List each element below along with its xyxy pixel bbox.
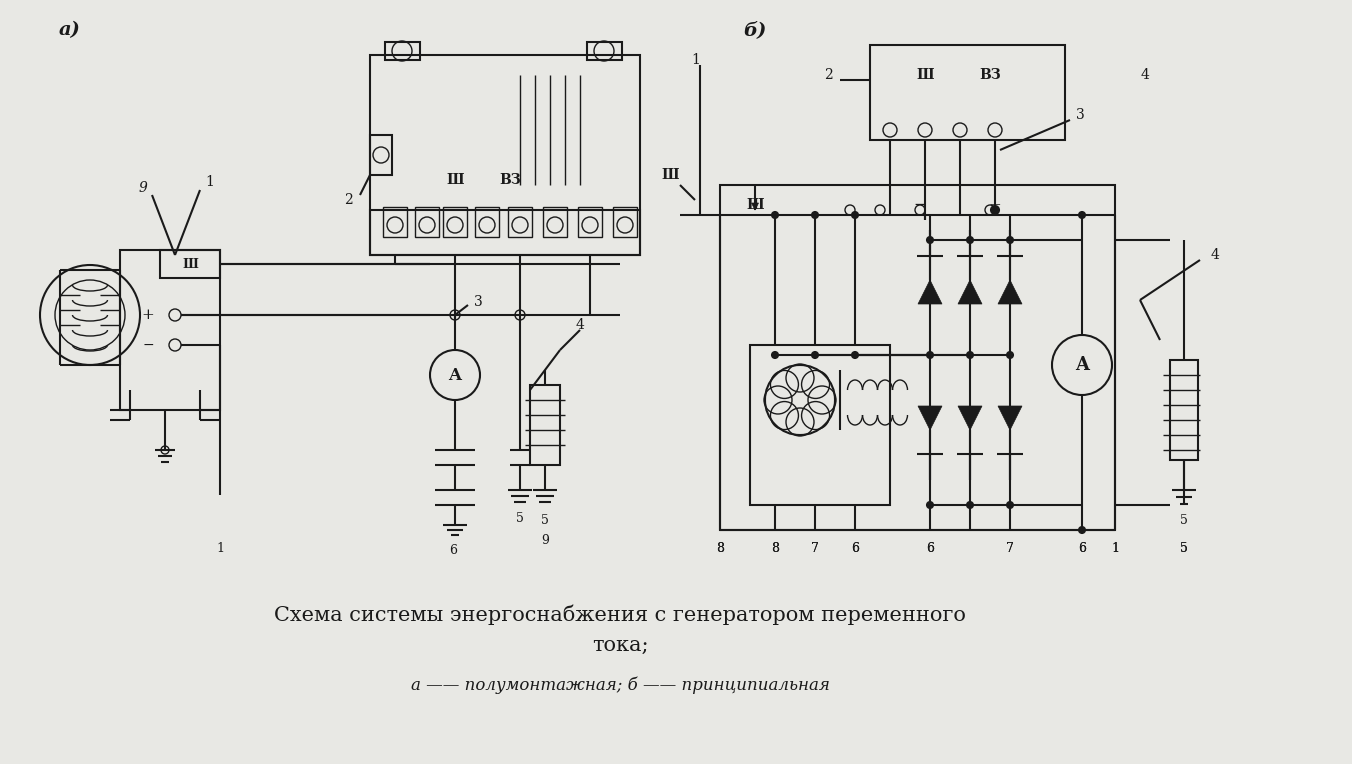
Text: 6: 6 <box>850 542 859 555</box>
Text: 6: 6 <box>850 542 859 555</box>
Polygon shape <box>752 203 758 210</box>
Polygon shape <box>959 280 982 304</box>
Bar <box>370 210 639 255</box>
Text: 6: 6 <box>1078 542 1086 555</box>
Text: 5: 5 <box>1180 542 1188 555</box>
Text: ВЗ: ВЗ <box>499 173 521 187</box>
Polygon shape <box>998 406 1022 430</box>
Text: 3: 3 <box>473 295 483 309</box>
Bar <box>530 385 560 465</box>
Bar <box>370 135 392 175</box>
Bar <box>383 207 407 237</box>
Text: 7: 7 <box>1006 542 1014 555</box>
Text: 7: 7 <box>811 542 819 555</box>
Text: 1: 1 <box>1111 542 1119 555</box>
Polygon shape <box>959 406 982 430</box>
Text: A: A <box>449 367 461 384</box>
Text: Ш: Ш <box>746 198 764 212</box>
Bar <box>508 207 531 237</box>
Text: 9: 9 <box>541 533 549 546</box>
Circle shape <box>1079 527 1086 533</box>
Bar <box>612 207 637 237</box>
Circle shape <box>1007 352 1013 358</box>
Circle shape <box>852 352 859 358</box>
Text: 1: 1 <box>1111 542 1119 555</box>
Text: +: + <box>988 198 1002 212</box>
Bar <box>475 207 499 237</box>
Text: 6: 6 <box>449 543 457 556</box>
Text: 6: 6 <box>926 542 934 555</box>
Text: 6: 6 <box>1078 542 1086 555</box>
Circle shape <box>967 237 973 243</box>
Polygon shape <box>918 406 942 430</box>
Text: 7: 7 <box>811 542 819 555</box>
Circle shape <box>772 212 777 218</box>
Text: 8: 8 <box>717 542 725 555</box>
Bar <box>370 55 639 255</box>
Bar <box>1169 360 1198 460</box>
Text: 8: 8 <box>771 542 779 555</box>
Text: 1: 1 <box>216 542 224 555</box>
Text: 4: 4 <box>1141 68 1149 82</box>
Text: 4: 4 <box>1210 248 1220 262</box>
Circle shape <box>927 237 933 243</box>
Circle shape <box>927 502 933 508</box>
Circle shape <box>927 352 933 358</box>
Text: а): а) <box>59 21 81 39</box>
Circle shape <box>991 206 999 214</box>
Text: б): б) <box>744 21 767 39</box>
Text: а —— полумонтажная; б —— принципиальная: а —— полумонтажная; б —— принципиальная <box>411 676 829 694</box>
Bar <box>544 207 566 237</box>
Circle shape <box>1007 237 1013 243</box>
Polygon shape <box>918 280 942 304</box>
Bar <box>385 42 420 60</box>
Bar <box>579 207 602 237</box>
Circle shape <box>1007 502 1013 508</box>
Text: 5: 5 <box>516 512 525 525</box>
Text: 6: 6 <box>926 542 934 555</box>
Text: 1: 1 <box>692 53 700 67</box>
Text: 3: 3 <box>1076 108 1084 122</box>
Text: Ш: Ш <box>446 173 464 187</box>
Bar <box>750 345 890 505</box>
Circle shape <box>852 212 859 218</box>
Bar <box>869 45 1065 140</box>
Text: Ш: Ш <box>917 68 934 82</box>
Text: 8: 8 <box>717 542 725 555</box>
Text: 8: 8 <box>771 542 779 555</box>
Text: Ш: Ш <box>661 168 679 182</box>
Text: Схема системы энергоснабжения с генератором переменного: Схема системы энергоснабжения с генерато… <box>274 605 965 625</box>
Bar <box>120 250 220 410</box>
Text: −: − <box>914 198 926 212</box>
Circle shape <box>967 352 973 358</box>
Text: 5: 5 <box>1180 542 1188 555</box>
Circle shape <box>813 352 818 358</box>
Text: 9: 9 <box>138 181 147 195</box>
Bar <box>443 207 466 237</box>
Text: Ш: Ш <box>183 257 197 270</box>
Text: 2: 2 <box>343 193 353 207</box>
Text: ВЗ: ВЗ <box>979 68 1000 82</box>
Text: 7: 7 <box>1006 542 1014 555</box>
Circle shape <box>967 502 973 508</box>
Text: +: + <box>142 308 154 322</box>
Bar <box>721 185 1115 530</box>
Bar <box>160 250 220 278</box>
Text: 5: 5 <box>1180 513 1188 526</box>
Text: тока;: тока; <box>592 636 649 655</box>
Circle shape <box>813 212 818 218</box>
Text: 1: 1 <box>206 175 215 189</box>
Circle shape <box>1079 212 1086 218</box>
Text: 5: 5 <box>541 513 549 526</box>
Text: 4: 4 <box>576 318 584 332</box>
Bar <box>587 42 622 60</box>
Text: 2: 2 <box>823 68 833 82</box>
Text: −: − <box>142 338 154 352</box>
Bar <box>415 207 439 237</box>
Circle shape <box>772 352 777 358</box>
Polygon shape <box>998 280 1022 304</box>
Text: A: A <box>1075 356 1088 374</box>
